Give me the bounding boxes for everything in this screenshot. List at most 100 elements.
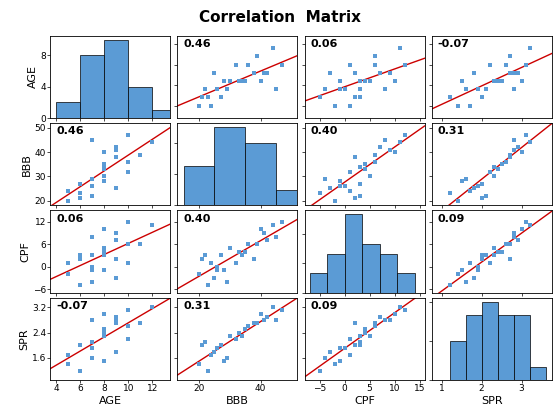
Point (335, 358, 344, 365)
Point (100, 252, 109, 259)
Point (350, 94, 359, 101)
Point (505, 256, 514, 262)
Point (380, 317, 389, 323)
Point (278, 307, 287, 314)
Bar (344, 214, 362, 293)
Point (370, 158, 379, 165)
Point (345, 61, 354, 68)
Bar (245, 143, 276, 205)
Point (390, 310, 399, 317)
Point (330, 102, 339, 109)
Point (465, 187, 474, 194)
Point (194, 270, 203, 277)
Point (501, 158, 510, 165)
Point (272, 317, 281, 323)
Point (355, 163, 364, 170)
Point (225, 244, 234, 251)
Y-axis label: BBB: BBB (22, 153, 32, 176)
Point (112, 144, 121, 151)
Point (148, 304, 157, 310)
Point (100, 329, 109, 336)
Point (213, 345, 222, 352)
Text: 0.40: 0.40 (311, 126, 338, 136)
Point (200, 252, 209, 259)
Point (231, 336, 240, 342)
Point (521, 132, 530, 139)
Point (385, 146, 394, 153)
Point (385, 69, 394, 76)
Point (497, 248, 506, 255)
Bar (81, 55, 104, 118)
Point (204, 94, 213, 101)
Point (222, 278, 231, 285)
Point (320, 354, 329, 361)
Point (256, 310, 265, 317)
Point (76, 195, 85, 202)
Point (88, 345, 97, 352)
Bar (327, 254, 344, 293)
Text: 0.09: 0.09 (311, 301, 338, 311)
Point (517, 78, 526, 84)
X-axis label: CPF: CPF (354, 396, 375, 406)
Bar (184, 166, 214, 205)
Point (355, 332, 364, 339)
Point (76, 190, 85, 197)
Point (253, 320, 262, 326)
Point (497, 78, 506, 84)
Point (457, 267, 466, 274)
Point (501, 241, 510, 247)
Text: 0.31: 0.31 (438, 126, 465, 136)
Point (465, 102, 474, 109)
Bar (128, 87, 152, 118)
Point (355, 86, 364, 93)
Point (509, 136, 518, 143)
Point (207, 352, 216, 358)
Point (390, 149, 399, 155)
Text: -0.07: -0.07 (57, 301, 88, 311)
Point (100, 332, 109, 339)
Point (345, 168, 354, 175)
Point (213, 267, 222, 274)
Bar (450, 341, 466, 380)
Point (485, 260, 494, 266)
Point (453, 102, 462, 109)
Point (365, 332, 374, 339)
Point (505, 241, 514, 247)
Point (481, 86, 490, 93)
Point (489, 173, 498, 180)
Y-axis label: CPF: CPF (20, 241, 30, 262)
Point (241, 326, 250, 333)
Point (513, 69, 522, 76)
Point (76, 367, 85, 374)
Point (325, 348, 334, 355)
Point (380, 86, 389, 93)
Point (477, 195, 486, 202)
Point (100, 226, 109, 232)
Y-axis label: AGE: AGE (27, 66, 38, 88)
Point (259, 317, 268, 323)
Point (88, 263, 97, 270)
Point (124, 323, 133, 330)
Text: 0.06: 0.06 (57, 214, 84, 224)
Point (213, 263, 222, 270)
Point (340, 345, 349, 352)
Bar (57, 102, 81, 118)
Point (509, 69, 518, 76)
Point (489, 244, 498, 251)
Bar (276, 190, 307, 205)
Point (481, 192, 490, 199)
Point (100, 310, 109, 317)
Point (76, 342, 85, 349)
Point (148, 222, 157, 229)
Point (136, 151, 145, 158)
Point (525, 222, 534, 229)
Point (445, 282, 454, 289)
Point (493, 78, 502, 84)
Bar (152, 110, 176, 118)
Point (207, 260, 216, 266)
Point (345, 102, 354, 109)
Point (521, 218, 530, 225)
Point (112, 313, 121, 320)
Point (262, 237, 271, 244)
Point (350, 154, 359, 160)
